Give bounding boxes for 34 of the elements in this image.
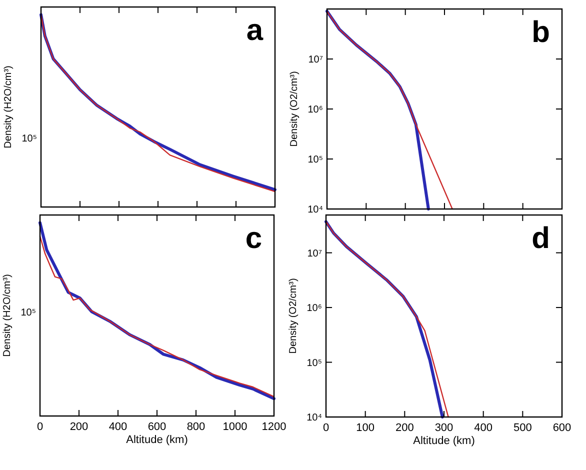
text: 10⁵ (22, 134, 37, 144)
y-tick-label: 10⁵ (308, 154, 323, 166)
x-tick-label: 1200 (262, 421, 286, 433)
y-axis-title: Density (H2O/cm³) (3, 66, 14, 148)
y-tick-label: 10⁵ (306, 358, 322, 369)
annotation: d (532, 222, 550, 255)
x-tick-label: 600 (552, 422, 572, 434)
text: 10⁵ (20, 308, 36, 319)
y-tick-label: 10⁷ (308, 54, 324, 66)
y-tick-label: 10⁴ (308, 204, 323, 216)
y-tick-label: 10⁶ (308, 104, 323, 116)
x-tick-label: 400 (108, 421, 128, 433)
x-tick-label: 800 (186, 421, 206, 433)
x-tick-label: 200 (70, 421, 88, 433)
x-tick-label: 0 (322, 422, 330, 434)
y-tick-label: 10⁷ (307, 248, 322, 260)
y-axis-title: Density (H2O/cm³) (2, 274, 13, 357)
x-tick-label: 500 (513, 422, 532, 434)
x-tick-label: 100 (356, 422, 375, 434)
x-tick-label: 200 (395, 422, 414, 434)
y-tick-label: 10⁶ (306, 303, 322, 314)
y-axis-title: Density (O2/cm³) (288, 278, 299, 354)
x-tick-label: 400 (474, 422, 493, 434)
x-tick-label: 300 (434, 422, 454, 434)
x-tick-label: 600 (148, 421, 166, 433)
x-axis-title: Altitude (km) (413, 435, 475, 447)
annotation: b (532, 16, 550, 49)
annotation: c (245, 222, 262, 255)
y-tick-label: 10⁴ (306, 412, 322, 424)
x-tick-label: 0 (36, 421, 44, 433)
x-tick-label: 1000 (222, 421, 248, 433)
y-axis-title: Density (O2/cm³) (289, 71, 300, 147)
x-axis-title: Altitude (km) (126, 434, 188, 446)
annotation: a (246, 14, 264, 47)
